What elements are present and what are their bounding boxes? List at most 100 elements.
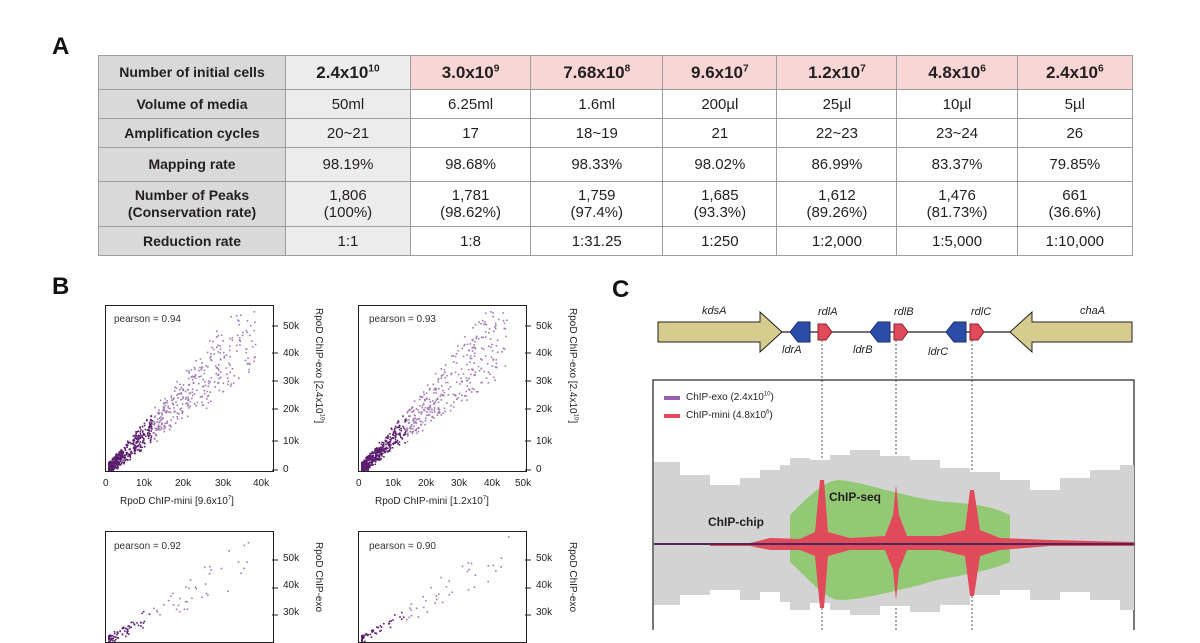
scatter-point bbox=[468, 388, 470, 390]
scatter-point bbox=[202, 378, 204, 381]
scatter-point bbox=[142, 440, 144, 443]
scatter-point bbox=[126, 631, 128, 633]
scatter-point bbox=[437, 378, 440, 381]
y-tick: 30k bbox=[536, 607, 553, 618]
scatter-point bbox=[409, 427, 411, 429]
scatter-point bbox=[383, 447, 385, 450]
scatter-point bbox=[393, 441, 395, 444]
scatter-point bbox=[116, 465, 119, 468]
scatter-point bbox=[413, 400, 416, 402]
scatter-point bbox=[241, 334, 244, 337]
scatter-point bbox=[411, 406, 413, 409]
scatter-point bbox=[366, 459, 368, 461]
scatter-point bbox=[136, 440, 139, 442]
scatter-point bbox=[240, 314, 242, 316]
scatter-point bbox=[117, 632, 119, 634]
scatter-point bbox=[133, 450, 136, 452]
scatter-point bbox=[187, 377, 190, 380]
scatter-point bbox=[383, 445, 385, 447]
scatter-point bbox=[434, 373, 437, 375]
scatter-point bbox=[378, 441, 381, 444]
scatter-point bbox=[419, 411, 421, 414]
scatter-point bbox=[225, 354, 228, 356]
scatter-point bbox=[161, 418, 164, 420]
scatter-point bbox=[222, 382, 225, 385]
scatter-point bbox=[236, 344, 238, 347]
scatter-point bbox=[402, 425, 404, 428]
scatter-point bbox=[132, 442, 135, 445]
scatter-point bbox=[494, 379, 496, 381]
scatter-point bbox=[506, 319, 508, 321]
scatter-point bbox=[108, 469, 111, 471]
scatter-point bbox=[404, 442, 406, 444]
scatter-point bbox=[158, 421, 160, 424]
scatter-point bbox=[477, 365, 480, 368]
scatter-point bbox=[417, 409, 419, 411]
scatter-point bbox=[201, 401, 203, 404]
scatter-point bbox=[143, 441, 145, 444]
scatter-point bbox=[153, 424, 156, 426]
scatter-point bbox=[484, 323, 486, 326]
scatter-point bbox=[157, 412, 159, 414]
scatter-point bbox=[113, 632, 116, 635]
scatter-point bbox=[383, 451, 386, 454]
scatter-point bbox=[408, 419, 410, 421]
scatter-point bbox=[201, 362, 203, 364]
scatter-point bbox=[146, 419, 148, 421]
y-tick: 0 bbox=[536, 464, 542, 475]
scatter-point bbox=[165, 411, 168, 414]
scatter-point bbox=[147, 435, 150, 437]
scatter-point bbox=[457, 350, 460, 352]
scatter-point bbox=[466, 385, 468, 387]
scatter-point bbox=[503, 348, 506, 350]
scatter-point bbox=[135, 435, 138, 437]
scatter-point bbox=[172, 398, 175, 401]
scatter-point bbox=[400, 427, 402, 430]
x-tick: 50k bbox=[515, 478, 532, 489]
scatter-point bbox=[246, 331, 249, 334]
scatter-point bbox=[398, 441, 401, 443]
scatter-point bbox=[433, 409, 436, 411]
scatter-point bbox=[124, 454, 126, 456]
scatter-point bbox=[465, 395, 467, 397]
scatter-point bbox=[237, 334, 239, 337]
scatter-point bbox=[172, 604, 175, 606]
scatter-point bbox=[248, 371, 250, 373]
summary-table: Number of initial cells 2.4x1010 3.0x109… bbox=[98, 55, 1134, 256]
scatter-point bbox=[189, 405, 191, 408]
scatter-point bbox=[414, 414, 416, 417]
scatter-point bbox=[457, 397, 459, 399]
scatter-point bbox=[126, 440, 129, 443]
scatter-point bbox=[186, 600, 188, 603]
scatter-point bbox=[238, 377, 240, 379]
scatter-point bbox=[130, 442, 132, 445]
scatter-point bbox=[446, 374, 448, 377]
scatter-point bbox=[447, 381, 449, 384]
scatter-point bbox=[491, 365, 494, 367]
scatter-point bbox=[417, 616, 420, 618]
scatter-point bbox=[450, 372, 453, 375]
y-tick: 40k bbox=[283, 580, 300, 591]
scatter-point bbox=[157, 413, 160, 415]
table-cell: 1.2x107 bbox=[776, 55, 898, 90]
scatter-point bbox=[190, 369, 193, 371]
scatter-point bbox=[137, 430, 139, 432]
scatter-point bbox=[429, 404, 431, 407]
scatter-point bbox=[222, 340, 224, 342]
scatter-point bbox=[141, 446, 143, 449]
scatter-point bbox=[476, 336, 478, 338]
scatter-point bbox=[156, 440, 158, 442]
scatter-point bbox=[426, 407, 429, 410]
scatter-point bbox=[187, 384, 190, 386]
scatter-point bbox=[225, 367, 228, 369]
scatter-point bbox=[212, 340, 214, 343]
scatter-point bbox=[421, 421, 424, 424]
scatter-point bbox=[179, 392, 181, 395]
scatter-point bbox=[108, 468, 110, 471]
scatter-point bbox=[462, 355, 465, 358]
row-header: Mapping rate bbox=[98, 147, 286, 182]
scatter-point bbox=[400, 429, 403, 432]
scatter-point bbox=[457, 373, 460, 376]
table-cell: 17 bbox=[409, 118, 532, 148]
scatter-point bbox=[427, 414, 430, 416]
